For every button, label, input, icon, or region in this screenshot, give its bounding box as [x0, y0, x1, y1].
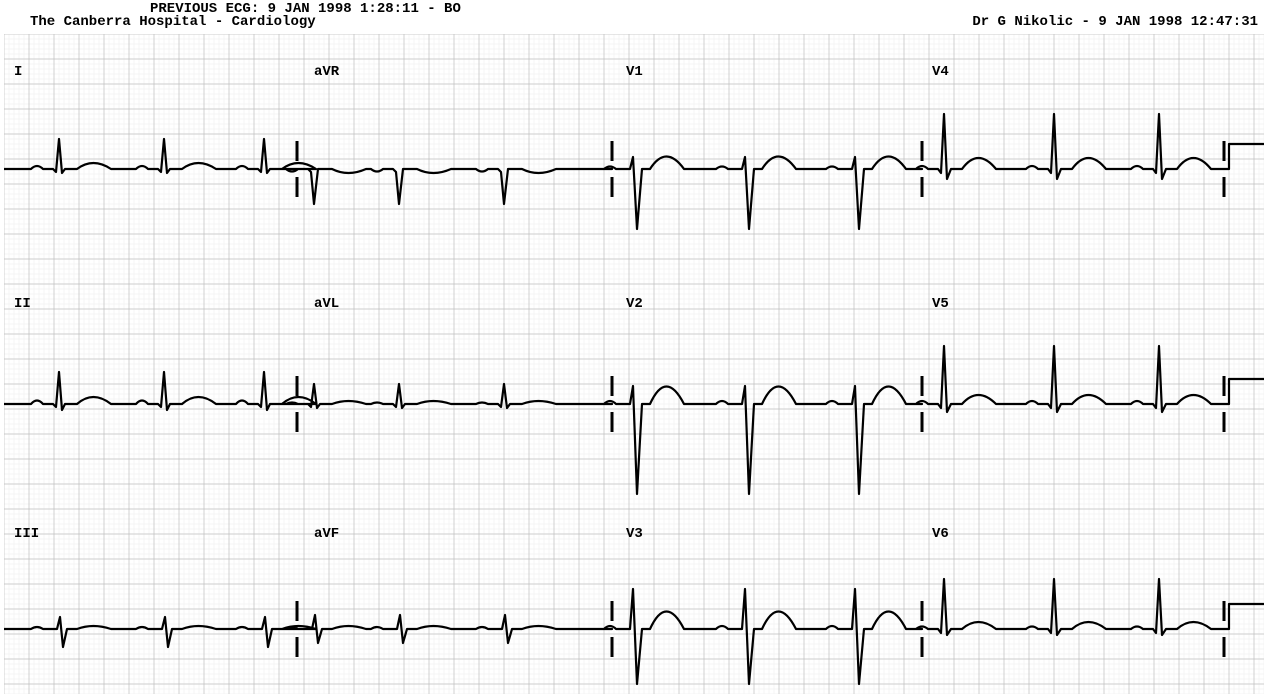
- lead-label-V4: V4: [932, 64, 949, 80]
- reader-line: Dr G Nikolic - 9 JAN 1998 12:47:31: [972, 14, 1258, 30]
- lead-label-V2: V2: [626, 296, 643, 312]
- lead-label-aVR: aVR: [314, 64, 339, 80]
- lead-label-V6: V6: [932, 526, 949, 542]
- lead-label-V3: V3: [626, 526, 643, 542]
- lead-label-aVF: aVF: [314, 526, 339, 542]
- lead-label-III: III: [14, 526, 39, 542]
- hospital-line: The Canberra Hospital - Cardiology: [30, 14, 316, 30]
- ecg-header: PREVIOUS ECG: 9 JAN 1998 1:28:11 - BO Th…: [0, 0, 1268, 30]
- ecg-area: IaVR V1 V4 II aVL V2 V5 III aVF V3 V6: [4, 34, 1264, 694]
- ecg-svg: [4, 34, 1264, 694]
- lead-label-II: II: [14, 296, 31, 312]
- lead-label-V5: V5: [932, 296, 949, 312]
- lead-label-V1: V1: [626, 64, 643, 80]
- lead-label-aVL: aVL: [314, 296, 339, 312]
- lead-label-I: I: [14, 64, 22, 80]
